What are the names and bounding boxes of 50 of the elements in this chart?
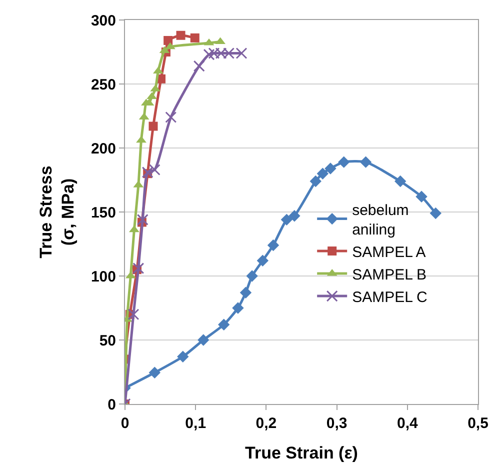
x-axis-title: True Strain (ε)	[245, 443, 358, 462]
point	[310, 175, 322, 188]
point	[176, 30, 186, 40]
x-tick-label: 0	[120, 415, 130, 432]
point	[164, 36, 173, 45]
point	[148, 366, 160, 378]
y-tick-label: 0	[108, 396, 116, 414]
point	[324, 162, 336, 174]
point	[218, 318, 230, 330]
point	[148, 164, 160, 176]
point	[240, 286, 252, 298]
legend-label: sebelum aniling	[352, 202, 409, 238]
y-tick-label: 50	[99, 332, 116, 350]
point	[288, 210, 300, 222]
point	[177, 350, 189, 362]
point	[148, 122, 158, 131]
point	[193, 60, 205, 72]
point	[165, 112, 177, 124]
x-tick-label: 0,4	[396, 415, 418, 432]
y-tick-label: 250	[90, 76, 116, 94]
x-tick-label: 0,5	[468, 415, 488, 432]
legend-label: SAMPEL C	[352, 288, 428, 306]
legend-label: SAMPEL A	[352, 244, 426, 261]
x-tick-label: 0,1	[185, 415, 206, 432]
point	[267, 239, 280, 252]
point	[394, 175, 406, 188]
x-tick-label: 0,2	[256, 415, 277, 432]
point	[316, 168, 329, 180]
y-tick-label: 200	[90, 140, 116, 158]
point	[246, 270, 258, 282]
point	[360, 156, 372, 168]
point	[136, 214, 148, 226]
y-tick-label: 100	[90, 268, 116, 286]
point	[132, 262, 144, 274]
point	[198, 334, 210, 346]
x-tick-label: 0,3	[326, 415, 348, 432]
y-tick-label: 150	[90, 204, 116, 222]
y-tick-label: 300	[90, 12, 116, 30]
point	[338, 156, 350, 168]
point	[136, 136, 146, 143]
y-axis-title: True Stress (σ, MPa)	[36, 166, 78, 258]
point	[190, 33, 200, 42]
point	[256, 254, 269, 266]
legend-label: SAMPEL B	[352, 266, 427, 284]
point	[142, 166, 154, 178]
point	[416, 190, 428, 202]
point	[280, 214, 293, 226]
point	[128, 308, 140, 320]
point	[232, 302, 244, 314]
point	[430, 207, 442, 220]
